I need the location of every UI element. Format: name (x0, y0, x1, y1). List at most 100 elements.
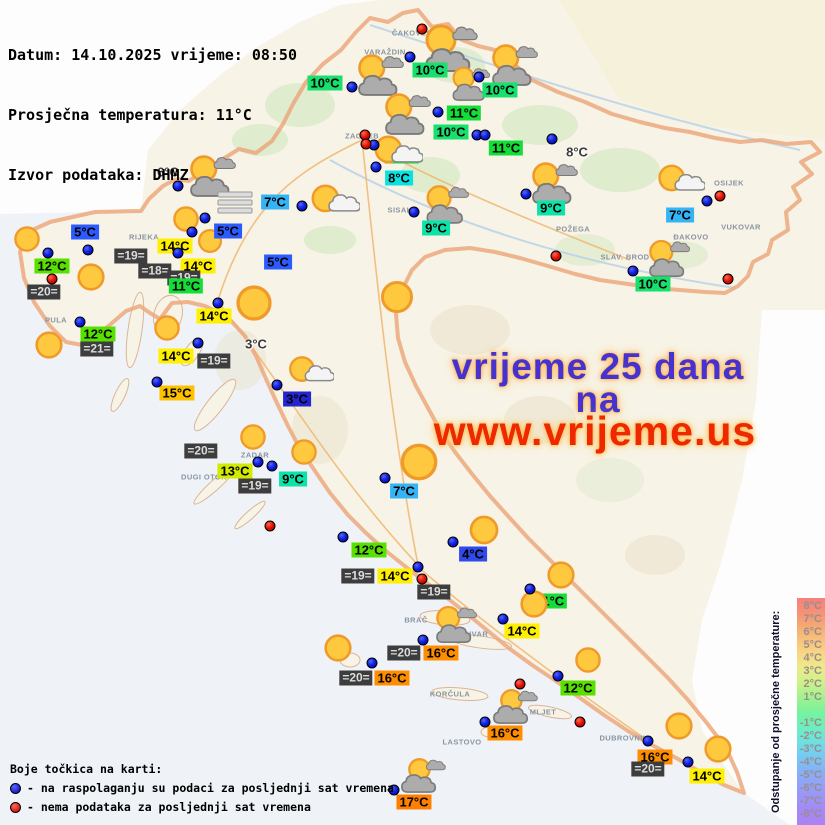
scale-tick: -6°C (799, 782, 822, 794)
blue-dot-icon (10, 783, 21, 794)
weather-icon-sun (377, 277, 417, 322)
station-dot-blue (337, 531, 349, 543)
station-dot-blue (546, 133, 558, 145)
temp-label: 5°C (71, 224, 99, 240)
header-data-source: Izvor podataka: DHMZ (8, 166, 189, 184)
hungary-tint (560, 0, 825, 140)
weather-icon-sun-cloud (376, 90, 432, 140)
station-dot-blue (701, 195, 713, 207)
station-dot-blue (186, 226, 198, 238)
city-label: VUKOVAR (721, 222, 761, 232)
temp-label: 9°C (422, 220, 450, 236)
temp-label: 7°C (666, 207, 694, 223)
weather-icon-sun (544, 558, 578, 597)
station-dot-blue (252, 456, 264, 468)
weather-icon-sun-cloud (483, 41, 539, 91)
city-label: HVAR (465, 629, 489, 639)
scale-tick: -3°C (799, 743, 822, 755)
station-dot-blue (271, 379, 283, 391)
city-label: OSIJEK (714, 178, 744, 188)
city-label: BRAČ (404, 615, 428, 625)
temp-label: =20= (27, 284, 61, 300)
station-dot-blue (479, 129, 491, 141)
station-dot-blue (627, 265, 639, 277)
scale-tick: 8°C (803, 600, 822, 612)
weather-icon-sun (572, 644, 604, 681)
scale-tick: 4°C (803, 652, 822, 664)
station-dot-blue (82, 244, 94, 256)
temp-label: 12°C (560, 680, 596, 696)
scale-tick: 3°C (803, 665, 822, 677)
weather-icon-sun (662, 709, 696, 748)
station-dot-blue (370, 161, 382, 173)
temp-label: 10°C (635, 276, 671, 292)
station-dot-red (360, 138, 372, 150)
temp-label: =20= (184, 443, 218, 459)
weather-icon-sun (517, 587, 551, 626)
city-label: SISAK (387, 205, 413, 215)
station-dot-red (714, 190, 726, 202)
station-dot-blue (497, 613, 509, 625)
map-header: Datum: 14.10.2025 vrijeme: 08:50 Prosječ… (8, 5, 297, 225)
scale-tick: 6°C (803, 626, 822, 638)
temp-label: 17°C (396, 794, 432, 810)
temp-label: 12°C (34, 258, 70, 274)
station-dot-red (46, 273, 58, 285)
temp-label: 7°C (390, 483, 418, 499)
temp-label: 11°C (168, 278, 204, 294)
dot-legend-row-blue: - na raspolaganju su podaci za posljednj… (10, 779, 394, 798)
deviation-scale-title: Odstupanje od prosječne temperature: (770, 610, 782, 813)
station-dot-red (722, 273, 734, 285)
weather-icon-sun-cloud-white (369, 130, 425, 178)
temp-label: 6°C (157, 164, 179, 180)
weather-icon-sun-cloud (523, 159, 579, 209)
weather-icon-sun (11, 223, 43, 260)
station-dot-blue (151, 376, 163, 388)
station-dot-blue (432, 106, 444, 118)
dot-legend-red-text: - nema podataka za posljednji sat vremen… (27, 800, 311, 814)
city-label: MLJET (529, 707, 557, 717)
station-dot-blue (388, 784, 400, 796)
temp-label: 5°C (264, 254, 292, 270)
temp-label: =20= (631, 761, 665, 777)
temp-label: =20= (387, 645, 421, 661)
weather-icon-sun (232, 281, 276, 330)
station-dot-blue (417, 634, 429, 646)
temp-label: 13°C (217, 463, 253, 479)
station-dot-blue (172, 247, 184, 259)
temp-label: 8°C (385, 170, 413, 186)
temp-label: 12°C (80, 326, 116, 342)
city-label: VARAŽDIN (364, 47, 406, 57)
weather-icon-sun-two-clouds (396, 756, 446, 801)
weather-icon-sun (151, 312, 183, 349)
deviation-scale-gradient-bar (797, 598, 825, 825)
scale-tick: 2°C (803, 678, 822, 690)
station-dot-blue (212, 297, 224, 309)
scale-tick: -2°C (799, 730, 822, 742)
weather-icon-sun (701, 732, 735, 771)
weather-icon-sun (32, 328, 66, 367)
temp-label: 9°C (537, 200, 565, 216)
weather-icon-sun-cloud (418, 182, 470, 229)
temp-label: 10°C (433, 124, 469, 140)
station-dot-blue (473, 71, 485, 83)
temp-label: 11°C (488, 140, 524, 156)
station-dot-blue (296, 200, 308, 212)
weather-icon-sun-cloud (181, 152, 237, 202)
temp-label: 10°C (307, 75, 343, 91)
watermark-url: www.vrijeme.us (433, 408, 757, 454)
header-average-temperature: Prosječna temperatura: 11°C (8, 106, 252, 124)
station-dot-blue (642, 735, 654, 747)
temp-label: 14°C (158, 348, 194, 364)
temp-label: 16°C (637, 749, 673, 765)
dot-legend-title: Boje točkica na karti: (10, 762, 163, 776)
station-dot-blue (412, 561, 424, 573)
red-dot-icon (10, 802, 21, 813)
scale-tick: -7°C (799, 795, 822, 807)
station-dot-blue (520, 188, 532, 200)
temp-label: =19= (341, 568, 375, 584)
station-dot-red (416, 23, 428, 35)
temp-label: 14°C (180, 258, 216, 274)
station-dot-red (416, 573, 428, 585)
weather-icon-sun (288, 436, 320, 473)
